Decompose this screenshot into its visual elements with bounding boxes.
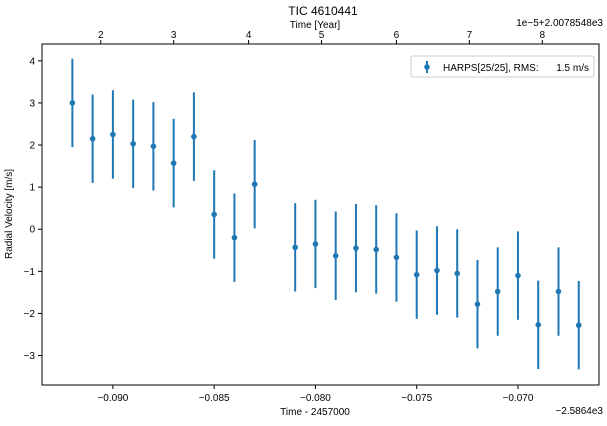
data-point	[353, 245, 359, 251]
data-point	[434, 267, 440, 274]
data-point	[494, 288, 501, 295]
data-point	[515, 272, 521, 279]
data-point	[69, 100, 76, 106]
data-point	[110, 131, 116, 138]
legend-marker-point	[424, 64, 430, 70]
data-point	[393, 254, 400, 261]
x-tick-label: −0.090	[97, 393, 128, 404]
x-tick-label: −0.080	[300, 393, 331, 404]
data-point	[535, 321, 542, 328]
top-x-tick-label: 4	[246, 30, 252, 41]
y-tick-label: 2	[29, 141, 35, 152]
top-x-tick-label: 8	[540, 30, 546, 41]
axis-ticks: −0.090 −0.085 −0.080 −0.075 −0.070 2 3 4 5 6 7 8 −3 −…	[24, 30, 546, 404]
x-tick-label: −0.070	[503, 393, 534, 404]
data-point	[575, 322, 582, 329]
plot-area-frame	[41, 43, 600, 386]
top-x-tick-label: 2	[98, 30, 104, 41]
data-point	[191, 133, 197, 140]
data-point	[474, 301, 481, 307]
x-tick-label: −0.075	[401, 393, 432, 404]
data-point	[332, 252, 339, 259]
y-axis-label: Radial Velocity [m/s]	[4, 169, 15, 259]
legend-rms-value: 1.5 m/s	[556, 63, 589, 74]
y-tick-label: 1	[29, 183, 35, 194]
data-point	[130, 140, 136, 147]
data-point	[150, 143, 157, 150]
top-x-tick-label: 5	[319, 30, 325, 41]
data-point	[373, 246, 380, 253]
x-tick-label: −0.085	[199, 393, 230, 404]
data-point	[211, 211, 217, 218]
y-tick-label: 4	[29, 56, 35, 67]
y-tick-label: 3	[29, 98, 35, 109]
chart-marks	[69, 58, 582, 370]
chart-title: TIC 4610441	[288, 4, 358, 18]
bottom-offset-text: −2.5864e3	[555, 406, 603, 417]
data-point	[292, 244, 298, 251]
data-point	[555, 288, 562, 295]
legend-label: HARPS[25/25], RMS:	[443, 63, 539, 74]
x-axis-label: Time - 2457000	[280, 407, 350, 418]
top-x-tick-label: 3	[171, 30, 177, 41]
top-offset-text: 1e−5+2.0078548e3	[516, 18, 603, 29]
y-tick-label: −1	[24, 267, 36, 278]
data-point	[251, 181, 258, 187]
data-point	[170, 160, 177, 166]
y-tick-label: −2	[24, 309, 36, 320]
top-x-axis-label: Time [Year]	[290, 20, 341, 31]
y-tick-label: −3	[24, 351, 36, 362]
data-point	[89, 135, 96, 142]
data-point	[454, 270, 461, 277]
legend-frame	[410, 55, 595, 78]
top-x-tick-label: 6	[394, 30, 400, 41]
data-point	[413, 271, 420, 278]
y-tick-label: 0	[29, 225, 35, 236]
data-point	[231, 234, 238, 241]
top-x-tick-label: 7	[467, 30, 473, 41]
legend: HARPS[25/25], RMS: 1.5 m/s	[410, 55, 595, 78]
data-point	[312, 241, 319, 247]
